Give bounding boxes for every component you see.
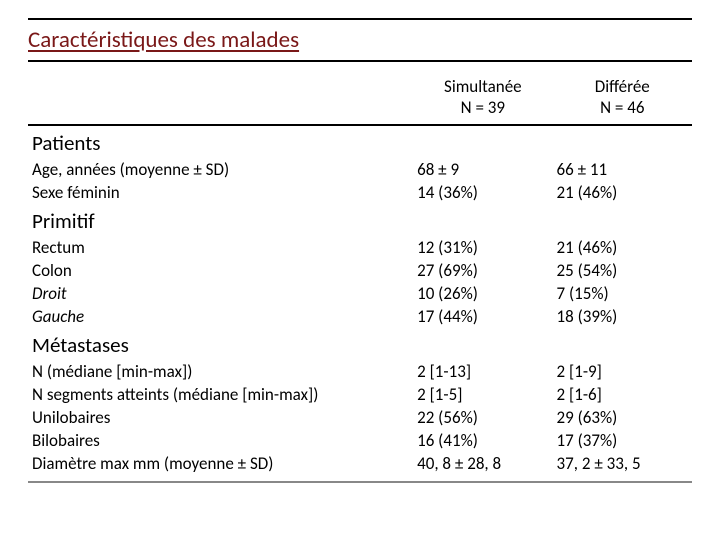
diam-a: 40, 8 ± 28, 8 — [413, 452, 552, 475]
col-b-name: Différée — [557, 76, 688, 97]
uni-b: 29 (63%) — [553, 406, 692, 429]
bottom-rule — [28, 481, 692, 483]
sex-a: 14 (36%) — [413, 181, 552, 204]
label-n: N (médiane [min-max]) — [28, 360, 413, 383]
section-metastases-header: Métastases — [28, 328, 692, 360]
colon-a: 27 (69%) — [413, 259, 552, 282]
row-rectum: Rectum 12 (31%) 21 (46%) — [28, 236, 692, 259]
section-metastases: Métastases — [28, 328, 692, 360]
rectum-b: 21 (46%) — [553, 236, 692, 259]
row-sex: Sexe féminin 14 (36%) 21 (46%) — [28, 181, 692, 204]
row-bi: Bilobaires 16 (41%) 17 (37%) — [28, 429, 692, 452]
table-header-row: Simultanée N = 39 Différée N = 46 — [28, 70, 692, 125]
bi-a: 16 (41%) — [413, 429, 552, 452]
label-segments: N segments atteints (médiane [min-max]) — [28, 383, 413, 406]
row-uni: Unilobaires 22 (56%) 29 (63%) — [28, 406, 692, 429]
slide: Caractéristiques des malades Simultanée … — [0, 0, 720, 540]
sex-b: 21 (46%) — [553, 181, 692, 204]
col-b-n: N = 46 — [557, 97, 688, 118]
page-title: Caractéristiques des malades — [28, 26, 692, 54]
row-diam: Diamètre max mm (moyenne ± SD) 40, 8 ± 2… — [28, 452, 692, 475]
col-a-name: Simultanée — [417, 76, 548, 97]
n-a: 2 [1-13] — [413, 360, 552, 383]
row-age: Age, années (moyenne ± SD) 68 ± 9 66 ± 1… — [28, 158, 692, 181]
label-gauche: Gauche — [28, 305, 413, 328]
label-age: Age, années (moyenne ± SD) — [28, 158, 413, 181]
label-uni: Unilobaires — [28, 406, 413, 429]
row-gauche: Gauche 17 (44%) 18 (39%) — [28, 305, 692, 328]
droit-b: 7 (15%) — [553, 282, 692, 305]
colon-b: 25 (54%) — [553, 259, 692, 282]
header-empty — [28, 70, 413, 125]
row-droit: Droit 10 (26%) 7 (15%) — [28, 282, 692, 305]
header-col-b: Différée N = 46 — [553, 70, 692, 125]
col-a-n: N = 39 — [417, 97, 548, 118]
section-primitif: Primitif — [28, 204, 692, 236]
segments-b: 2 [1-6] — [553, 383, 692, 406]
age-b: 66 ± 11 — [553, 158, 692, 181]
row-n: N (médiane [min-max]) 2 [1-13] 2 [1-9] — [28, 360, 692, 383]
title-bar: Caractéristiques des malades — [28, 18, 692, 62]
row-segments: N segments atteints (médiane [min-max]) … — [28, 383, 692, 406]
label-colon: Colon — [28, 259, 413, 282]
label-diam: Diamètre max mm (moyenne ± SD) — [28, 452, 413, 475]
header-col-a: Simultanée N = 39 — [413, 70, 552, 125]
characteristics-table: Simultanée N = 39 Différée N = 46 Patien… — [28, 70, 692, 475]
label-bi: Bilobaires — [28, 429, 413, 452]
row-colon: Colon 27 (69%) 25 (54%) — [28, 259, 692, 282]
section-patients: Patients — [28, 125, 692, 158]
label-sex: Sexe féminin — [28, 181, 413, 204]
rectum-a: 12 (31%) — [413, 236, 552, 259]
n-b: 2 [1-9] — [553, 360, 692, 383]
gauche-a: 17 (44%) — [413, 305, 552, 328]
gauche-b: 18 (39%) — [553, 305, 692, 328]
uni-a: 22 (56%) — [413, 406, 552, 429]
segments-a: 2 [1-5] — [413, 383, 552, 406]
droit-a: 10 (26%) — [413, 282, 552, 305]
age-a: 68 ± 9 — [413, 158, 552, 181]
label-droit: Droit — [28, 282, 413, 305]
label-rectum: Rectum — [28, 236, 413, 259]
bi-b: 17 (37%) — [553, 429, 692, 452]
section-patients-header: Patients — [28, 125, 692, 158]
diam-b: 37, 2 ± 33, 5 — [553, 452, 692, 475]
section-primitif-header: Primitif — [28, 204, 692, 236]
